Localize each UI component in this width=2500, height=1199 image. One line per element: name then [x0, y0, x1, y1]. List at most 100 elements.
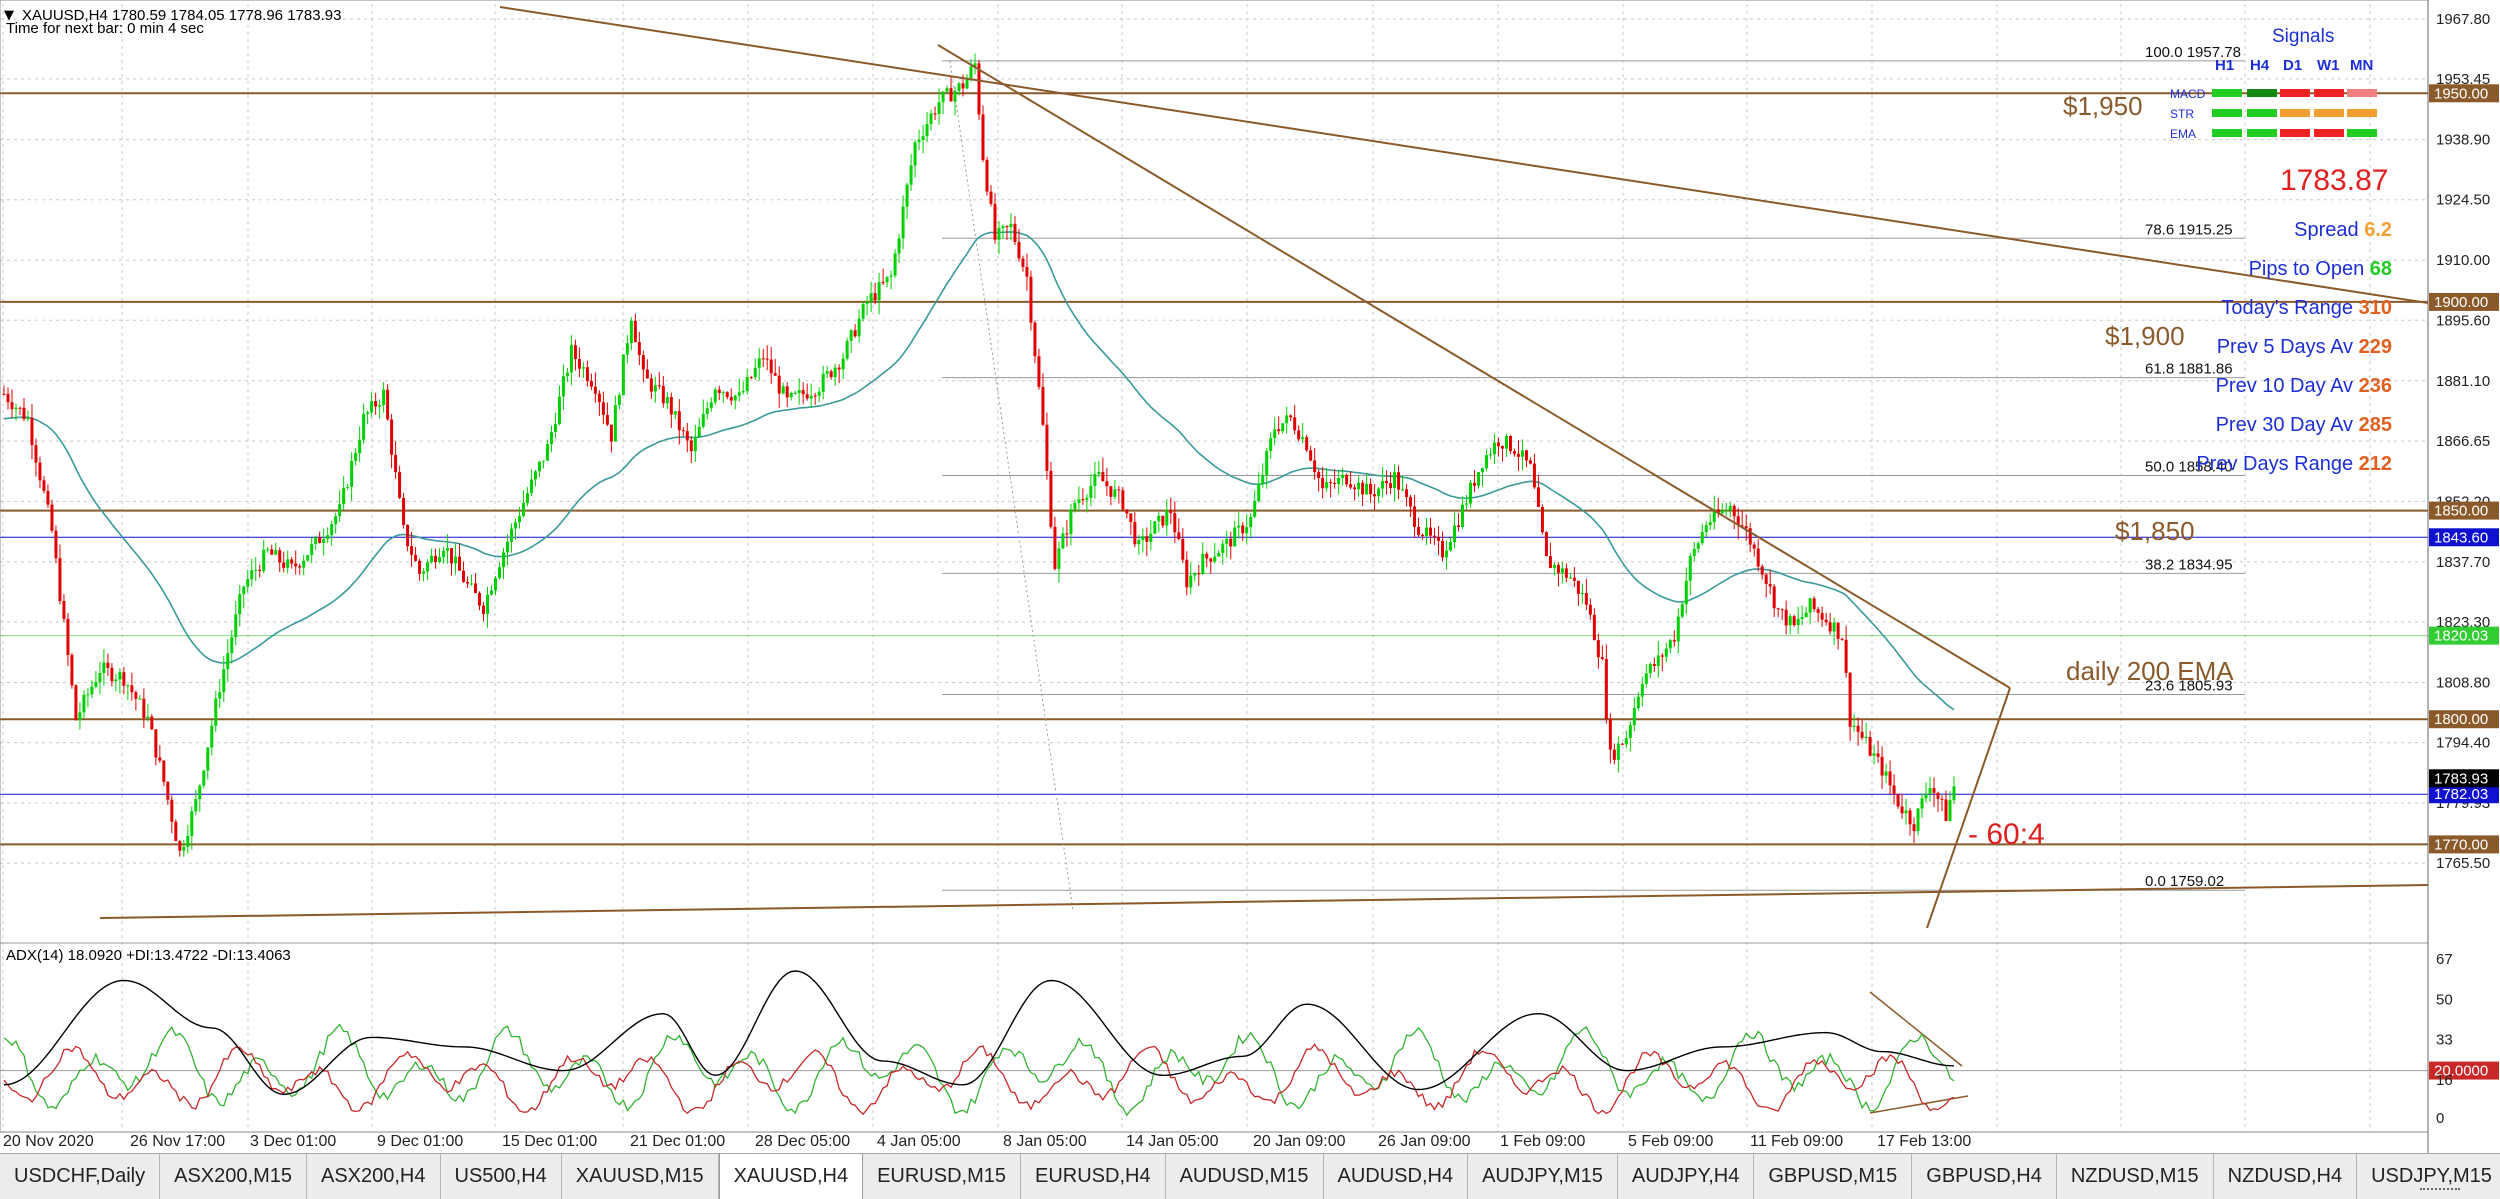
chart-area[interactable]: 100.0 1957.78 78.6 1915.25 61.8 1881.86 50.… — [0, 0, 2500, 1153]
candle-body — [929, 113, 933, 125]
candle-body — [1548, 555, 1552, 569]
candle-body — [1820, 612, 1824, 620]
signal-cell — [2247, 129, 2277, 137]
candle-body — [1892, 785, 1896, 794]
candle-body — [537, 461, 541, 472]
candle-body — [1864, 736, 1868, 738]
candle-body — [326, 535, 330, 540]
candle-body — [1568, 577, 1572, 579]
candle-body — [977, 63, 981, 115]
candle-body — [533, 471, 537, 480]
stat-row: Today's Range 310 — [2221, 297, 2392, 319]
tab-gbpusd-h4[interactable]: GBPUSD,H4 — [1912, 1154, 2057, 1199]
candle-body — [1229, 538, 1233, 547]
candle-body — [1732, 505, 1736, 517]
candle-body — [414, 554, 418, 561]
candle-body — [1924, 793, 1928, 799]
candle-body — [158, 757, 162, 761]
candle-body — [629, 320, 633, 344]
trend-line-descending — [937, 44, 2011, 689]
candle-body — [597, 393, 601, 403]
candle-body — [1880, 756, 1884, 776]
candle-body — [713, 389, 717, 403]
candle-body — [1872, 753, 1876, 756]
x-tick-label: 20 Nov 2020 — [3, 1133, 94, 1150]
tab-us500-h4[interactable]: US500,H4 — [441, 1154, 562, 1199]
candle-body — [1772, 586, 1776, 609]
candle-body — [1289, 415, 1293, 418]
tab-asx200-h4[interactable]: ASX200,H4 — [307, 1154, 441, 1199]
tab-audjpy-h4[interactable]: AUDJPY,H4 — [1618, 1154, 1755, 1199]
candle-body — [1528, 460, 1532, 464]
candle-body — [1932, 788, 1936, 793]
tab-nzdusd-h4[interactable]: NZDUSD,H4 — [2214, 1154, 2358, 1199]
candle-body — [406, 524, 410, 547]
candle-body — [525, 493, 529, 503]
candle-body — [1564, 568, 1568, 578]
tab-xauusd-m15[interactable]: XAUUSD,M15 — [562, 1154, 719, 1199]
signal-cell — [2314, 129, 2344, 137]
candle-body — [478, 593, 482, 606]
adx-legend: ADX(14) 18.0920 +DI:13.4722 -DI:13.4063 — [6, 947, 291, 964]
candle-body — [1504, 435, 1508, 449]
candle-body — [997, 228, 1001, 240]
tab-usdjpy-m15[interactable]: USDJPY,M15 — [2357, 1154, 2500, 1199]
candle-body — [1033, 322, 1037, 357]
tab-audjpy-m15[interactable]: AUDJPY,M15 — [1468, 1154, 1618, 1199]
tab-asx200-m15[interactable]: ASX200,M15 — [160, 1154, 307, 1199]
tab-nzdusd-m15[interactable]: NZDUSD,M15 — [2057, 1154, 2214, 1199]
candle-body — [1181, 539, 1185, 560]
candle-body — [1584, 593, 1588, 605]
fibo-label: 23.6 1805.93 — [2145, 677, 2233, 694]
candle-body — [661, 385, 665, 404]
trend-lines — [99, 6, 2429, 1114]
candle-body — [1900, 806, 1904, 814]
candle-body — [949, 88, 953, 102]
candle-body — [454, 556, 458, 564]
candle-body — [398, 472, 402, 498]
candle-body — [1197, 573, 1201, 575]
candle-body — [657, 385, 661, 387]
signals-price: 1783.87 — [2280, 164, 2388, 197]
candle-body — [1065, 533, 1069, 535]
tab-xauusd-h4[interactable]: XAUUSD,H4 — [718, 1154, 864, 1199]
price-tag — [2429, 626, 2499, 645]
candle-body — [430, 555, 434, 563]
candle-body — [777, 375, 781, 394]
candle-body — [1377, 488, 1381, 497]
candle-body — [1073, 502, 1077, 510]
tab-audusd-m15[interactable]: AUDUSD,M15 — [1166, 1154, 1324, 1199]
x-tick-label: 14 Jan 05:00 — [1126, 1133, 1219, 1150]
candle-body — [450, 548, 454, 564]
candle-body — [569, 345, 573, 373]
symbol-ohlc: XAUUSD,H4 1780.59 1784.05 1778.96 1783.9… — [22, 7, 341, 24]
candle-body — [234, 614, 238, 638]
tab-bar-grip[interactable] — [2420, 1188, 2460, 1196]
stat-row: Pips to Open 68 — [2249, 258, 2392, 280]
candle-body — [1297, 430, 1301, 440]
candle-body — [1604, 658, 1608, 719]
candle-body — [1812, 598, 1816, 610]
candle-body — [130, 685, 134, 693]
candle-body — [294, 563, 298, 567]
candle-body — [134, 692, 138, 699]
candle-body — [781, 386, 785, 394]
candle-body — [609, 424, 613, 442]
candle-body — [1492, 442, 1496, 455]
tab-eurusd-h4[interactable]: EURUSD,H4 — [1021, 1154, 1166, 1199]
tab-eurusd-m15[interactable]: EURUSD,M15 — [863, 1154, 1021, 1199]
candle-body — [338, 504, 342, 517]
symbol-tab-bar: USDCHF,Daily ASX200,M15 ASX200,H4 US500,H4 X… — [0, 1153, 2500, 1199]
candle-body — [166, 781, 170, 800]
candle-body — [1596, 640, 1600, 658]
tab-gbpusd-m15[interactable]: GBPUSD,M15 — [1754, 1154, 1913, 1199]
candle-body — [150, 716, 154, 730]
candle-body — [1736, 516, 1740, 526]
tab-audusd-h4[interactable]: AUDUSD,H4 — [1324, 1154, 1469, 1199]
tab-usdchf-daily[interactable]: USDCHF,Daily — [0, 1154, 161, 1199]
candle-body — [1648, 664, 1652, 674]
candle-body — [809, 395, 813, 399]
candle-body — [1712, 509, 1716, 523]
fibo-label: 100.0 1957.78 — [2145, 44, 2241, 61]
signal-cell — [2212, 129, 2242, 137]
